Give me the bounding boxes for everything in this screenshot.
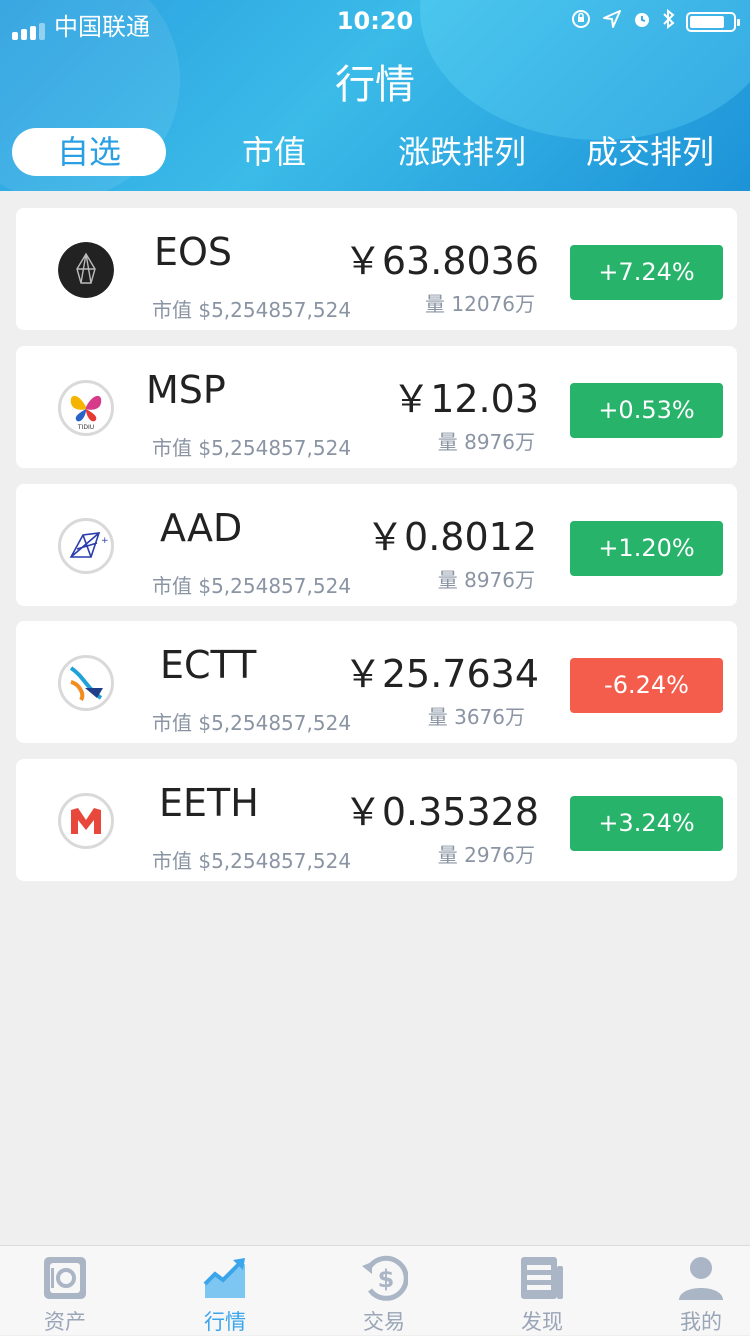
bluetooth-icon — [662, 8, 676, 35]
change-badge[interactable]: +7.24% — [570, 245, 723, 300]
trend-chart-icon — [203, 1258, 245, 1298]
eeth-m-logo-icon — [58, 793, 114, 849]
coin-name: EETH — [159, 781, 259, 825]
coin-volume: 量 8976万 — [437, 430, 535, 454]
signal-icon — [12, 12, 48, 40]
coin-price: ￥0.35328 — [343, 790, 539, 834]
tabbar-item-discover[interactable]: 发现 — [487, 1246, 597, 1335]
coin-name: MSP — [146, 368, 226, 412]
coin-market-cap: 市值 $5,254857,524 — [152, 436, 352, 460]
dollar-exchange-icon: $ — [362, 1255, 408, 1301]
battery-icon — [686, 11, 740, 32]
tabbar-label: 行情 — [204, 1310, 246, 1334]
tabbar-item-market[interactable]: 行情 — [170, 1246, 280, 1335]
status-bar: 中国联通 10:20 — [0, 0, 750, 42]
coin-card-ectt[interactable]: ECTT 市值 $5,254857,524 ￥25.7634 量 3676万 -… — [16, 621, 737, 743]
coin-volume: 量 8976万 — [437, 568, 535, 592]
status-time: 10:20 — [336, 7, 414, 35]
change-badge[interactable]: +1.20% — [570, 521, 723, 576]
coin-price: ￥12.03 — [392, 377, 539, 421]
coin-price: ￥25.7634 — [343, 652, 539, 696]
coin-volume: 量 12076万 — [425, 292, 535, 316]
coin-market-cap: 市值 $5,254857,524 — [152, 574, 352, 598]
ectt-dna-logo-icon — [58, 655, 114, 711]
tabbar-item-assets[interactable]: 资产 — [10, 1246, 120, 1335]
tab-watchlist[interactable]: 自选 — [12, 128, 166, 176]
tabbar-label: 资产 — [44, 1310, 86, 1334]
coin-card-aad[interactable]: + AAD 市值 $5,254857,524 ￥0.8012 量 8976万 +… — [16, 484, 737, 606]
coin-card-msp[interactable]: TIDIU MSP 市值 $5,254857,524 ￥12.03 量 8976… — [16, 346, 737, 468]
change-badge[interactable]: -6.24% — [570, 658, 723, 713]
tabbar-item-trade[interactable]: $ 交易 — [329, 1246, 439, 1335]
coin-market-cap: 市值 $5,254857,524 — [152, 711, 352, 735]
safe-icon — [44, 1257, 86, 1299]
coin-card-eos[interactable]: EOS 市值 $5,254857,524 ￥63.8036 量 12076万 +… — [16, 208, 737, 330]
header: 中国联通 10:20 行情 自选 市值 涨跌排列 成交排列 — [0, 0, 750, 191]
tabbar-label: 我的 — [680, 1310, 722, 1334]
market-tabs: 自选 市值 涨跌排列 成交排列 — [0, 128, 750, 180]
change-badge[interactable]: +3.24% — [570, 796, 723, 851]
tabbar-item-profile[interactable]: 我的 — [646, 1246, 750, 1335]
coin-market-cap: 市值 $5,254857,524 — [152, 298, 352, 322]
coin-price: ￥63.8036 — [343, 239, 539, 283]
coin-name: AAD — [160, 506, 243, 550]
svg-text:+: + — [101, 536, 109, 546]
coin-name: EOS — [154, 230, 233, 274]
newspaper-icon — [521, 1257, 563, 1299]
svg-text:TIDIU: TIDIU — [77, 424, 94, 431]
coin-card-eeth[interactable]: EETH 市值 $5,254857,524 ￥0.35328 量 2976万 +… — [16, 759, 737, 881]
tab-market-cap[interactable]: 市值 — [241, 133, 306, 171]
aad-geometric-logo-icon: + — [58, 518, 114, 574]
bottom-tab-bar: 资产 行情 $ 交易 发现 我的 — [0, 1245, 750, 1335]
location-icon — [602, 9, 622, 34]
tabbar-label: 发现 — [521, 1310, 563, 1334]
eos-logo-icon — [58, 242, 114, 298]
tabbar-label: 交易 — [363, 1310, 405, 1334]
alarm-icon — [632, 9, 652, 34]
page-title: 行情 — [335, 62, 415, 108]
change-badge[interactable]: +0.53% — [570, 383, 723, 438]
tab-change-rank[interactable]: 涨跌排列 — [397, 133, 526, 171]
coin-market-cap: 市值 $5,254857,524 — [152, 849, 352, 873]
coin-price: ￥0.8012 — [366, 515, 537, 559]
rotation-lock-icon — [570, 8, 592, 35]
svg-text:$: $ — [378, 1265, 395, 1293]
carrier-name: 中国联通 — [54, 13, 150, 41]
msp-butterfly-logo-icon: TIDIU — [58, 380, 114, 436]
tab-volume-rank[interactable]: 成交排列 — [585, 133, 714, 171]
coin-name: ECTT — [160, 643, 257, 687]
user-icon — [679, 1257, 723, 1300]
coin-volume: 量 3676万 — [427, 705, 525, 729]
coin-volume: 量 2976万 — [437, 843, 535, 867]
